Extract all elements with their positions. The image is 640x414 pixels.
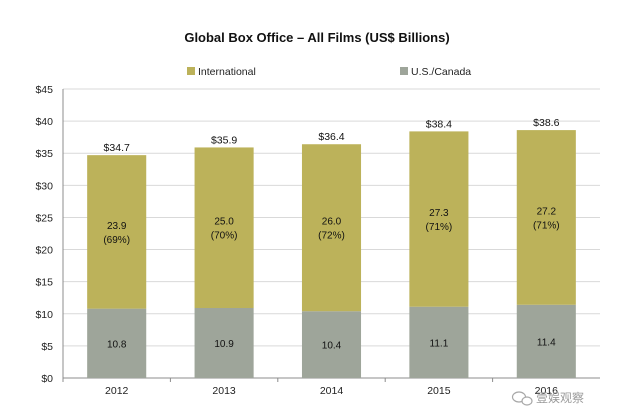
data-label-international: 27.2	[537, 206, 557, 217]
y-tick-label: $25	[35, 212, 53, 224]
y-tick-label: $0	[41, 373, 53, 385]
legend-swatch-us-canada	[400, 67, 408, 75]
bar-us-canada	[87, 308, 147, 378]
legend-item-international: International	[187, 66, 256, 78]
legend: International U.S./Canada	[187, 66, 471, 78]
data-label-international-share: (69%)	[103, 235, 130, 246]
bars	[87, 130, 576, 378]
y-tick-label: $35	[35, 148, 53, 160]
data-label-us-canada: 11.1	[430, 338, 449, 349]
data-label-total: $34.7	[104, 142, 130, 154]
bar-us-canada	[194, 307, 254, 378]
bar-international	[301, 144, 362, 312]
data-label-international-share: (70%)	[211, 231, 238, 242]
bar-us-canada	[409, 306, 469, 378]
bar-international	[194, 147, 254, 308]
y-tick-label: $30	[35, 180, 53, 192]
wechat-bubble-icon	[511, 391, 533, 406]
data-label-international: 25.0	[214, 217, 234, 228]
data-label-international: 27.3	[429, 208, 449, 219]
data-label-international-share: (71%)	[533, 220, 560, 231]
watermark-text: 壹娱观察	[536, 391, 584, 405]
data-label-international: 26.0	[322, 217, 342, 228]
bar-international	[516, 130, 576, 305]
legend-swatch-international	[187, 67, 195, 75]
x-tick-label: 2015	[427, 385, 451, 397]
legend-item-us-canada: U.S./Canada	[400, 66, 471, 78]
x-tick-label: 2012	[105, 385, 129, 397]
y-tick-label: $40	[35, 116, 53, 128]
data-label-total: $35.9	[211, 134, 237, 146]
legend-label-us-canada: U.S./Canada	[411, 66, 471, 78]
legend-label-international: International	[198, 66, 256, 78]
chart-title: Global Box Office – All Films (US$ Billi…	[184, 30, 449, 45]
y-tick-label: $10	[35, 309, 53, 321]
data-label-international-share: (71%)	[426, 222, 453, 233]
data-label-us-canada: 11.4	[537, 337, 556, 348]
x-tick-label: 2014	[320, 385, 344, 397]
y-tick-label: $45	[35, 84, 53, 96]
data-label-international-share: (72%)	[318, 231, 345, 242]
x-tick-label: 2016	[535, 385, 559, 397]
y-tick-label: $15	[35, 277, 53, 289]
bar-international	[87, 155, 147, 309]
data-label-us-canada: 10.4	[322, 341, 342, 352]
data-label-total: $38.6	[533, 117, 559, 129]
data-label-international: 23.9	[107, 221, 127, 232]
bar-us-canada	[516, 304, 576, 378]
data-labels: 10.8 23.9 (69%) $34.7 10.9 25.0 (70%) $35.9 10.4…	[103, 117, 559, 352]
data-label-total: $36.4	[318, 131, 344, 143]
data-label-us-canada: 10.9	[214, 339, 234, 350]
x-tick-label: 2013	[212, 385, 236, 397]
data-label-total: $38.4	[426, 118, 452, 130]
bar-international	[409, 131, 469, 307]
bar-us-canada	[301, 311, 362, 378]
data-label-us-canada: 10.8	[107, 339, 127, 350]
watermark: 壹娱观察	[511, 391, 584, 406]
axes: $0 $5 $10 $15 $20 $25 $30 $35 $40 $45 2012 2013 2014…	[35, 84, 600, 397]
y-tick-label: $5	[41, 341, 53, 353]
y-tick-label: $20	[35, 245, 53, 257]
